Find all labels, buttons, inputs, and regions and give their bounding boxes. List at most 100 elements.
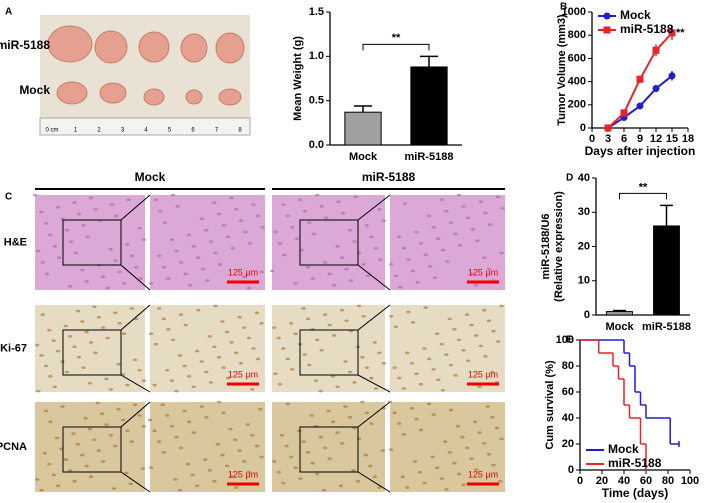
tumor bbox=[143, 88, 165, 106]
cell-nucleus bbox=[212, 345, 217, 349]
cell-nucleus bbox=[194, 484, 200, 488]
cell-nucleus bbox=[208, 381, 214, 384]
cell-nucleus bbox=[335, 431, 340, 434]
y-tick-label: 40 bbox=[578, 172, 590, 184]
cell-nucleus bbox=[129, 440, 134, 443]
cell-nucleus bbox=[216, 355, 222, 359]
cell-nucleus bbox=[466, 216, 471, 220]
cell-nucleus bbox=[307, 363, 312, 367]
cell-nucleus bbox=[313, 379, 319, 382]
cell-nucleus bbox=[152, 383, 157, 387]
cell-nucleus bbox=[238, 361, 244, 365]
cell-nucleus bbox=[353, 195, 358, 199]
cell-nucleus bbox=[80, 453, 85, 457]
cell-nucleus bbox=[157, 307, 162, 310]
x-tick-label: 6 bbox=[621, 133, 627, 145]
cell-nucleus bbox=[363, 453, 368, 457]
cell-nucleus bbox=[456, 193, 462, 197]
scale-bar-label: 125 μm bbox=[468, 267, 498, 277]
cell-nucleus bbox=[405, 486, 410, 489]
y-tick-label: 30 bbox=[578, 206, 590, 218]
cell-nucleus bbox=[293, 466, 298, 470]
marker bbox=[652, 46, 660, 54]
tumor bbox=[56, 81, 88, 105]
cell-nucleus bbox=[52, 385, 57, 389]
cell-nucleus bbox=[174, 249, 179, 253]
cell-nucleus bbox=[319, 205, 324, 208]
cell-nucleus bbox=[499, 304, 504, 308]
cell-nucleus bbox=[398, 285, 403, 289]
cell-nucleus bbox=[351, 469, 356, 472]
cell-nucleus bbox=[108, 434, 114, 437]
cell-nucleus bbox=[440, 248, 446, 252]
cell-nucleus bbox=[360, 400, 365, 404]
cell-nucleus bbox=[491, 463, 496, 467]
y-tick-label: 0 bbox=[584, 309, 590, 321]
cell-nucleus bbox=[377, 207, 382, 211]
cell-nucleus bbox=[174, 389, 179, 393]
cell-nucleus bbox=[344, 267, 349, 271]
cell-nucleus bbox=[200, 267, 206, 271]
cell-nucleus bbox=[347, 228, 353, 232]
cell-nucleus bbox=[472, 420, 478, 424]
cell-nucleus bbox=[430, 455, 435, 459]
cell-nucleus bbox=[216, 212, 222, 216]
cell-nucleus bbox=[457, 244, 463, 247]
cell-nucleus bbox=[319, 348, 324, 352]
cell-nucleus bbox=[48, 420, 53, 424]
significance-label: ** bbox=[639, 181, 648, 193]
cell-nucleus bbox=[360, 355, 365, 359]
cell-nucleus bbox=[88, 475, 94, 479]
y-axis-label: miR-5188/U6 bbox=[540, 213, 552, 279]
cell-nucleus bbox=[129, 254, 134, 258]
cell-nucleus bbox=[254, 444, 260, 448]
cell-nucleus bbox=[113, 444, 118, 448]
cell-nucleus bbox=[474, 334, 479, 337]
cell-nucleus bbox=[124, 471, 129, 475]
cell-nucleus bbox=[116, 362, 121, 366]
y-tick-label: 200 bbox=[568, 99, 586, 111]
cell-nucleus bbox=[80, 320, 85, 323]
cell-nucleus bbox=[258, 407, 263, 411]
cell-nucleus bbox=[281, 347, 286, 350]
cell-nucleus bbox=[207, 469, 212, 472]
y-tick-label: 800 bbox=[568, 29, 586, 41]
cell-nucleus bbox=[199, 405, 204, 408]
cell-nucleus bbox=[259, 270, 264, 274]
cell-nucleus bbox=[347, 416, 353, 419]
cell-nucleus bbox=[298, 198, 303, 202]
cell-nucleus bbox=[426, 357, 432, 361]
scale-bar-label: 125 μm bbox=[468, 369, 498, 379]
cell-nucleus bbox=[260, 226, 265, 229]
cell-nucleus bbox=[431, 413, 436, 416]
cell-nucleus bbox=[250, 388, 255, 391]
cell-nucleus bbox=[352, 381, 357, 384]
cell-nucleus bbox=[114, 214, 119, 218]
cell-nucleus bbox=[477, 431, 482, 434]
cell-nucleus bbox=[191, 245, 196, 248]
tumor bbox=[138, 31, 170, 63]
cell-nucleus bbox=[339, 308, 345, 312]
cell-nucleus bbox=[84, 330, 89, 334]
cell-nucleus bbox=[238, 219, 244, 222]
cell-nucleus bbox=[161, 265, 166, 269]
cell-nucleus bbox=[469, 457, 474, 461]
cell-nucleus bbox=[414, 372, 419, 376]
cell-nucleus bbox=[230, 246, 235, 250]
cell-nucleus bbox=[464, 313, 470, 316]
cell-nucleus bbox=[132, 403, 138, 407]
cell-nucleus bbox=[372, 341, 378, 344]
histology-row-label: H&E bbox=[4, 236, 27, 248]
cell-nucleus bbox=[126, 198, 131, 202]
bar bbox=[653, 225, 680, 316]
cell-nucleus bbox=[234, 207, 239, 211]
cell-nucleus bbox=[478, 200, 484, 203]
cell-nucleus bbox=[101, 326, 106, 329]
cell-nucleus bbox=[228, 427, 233, 431]
cell-nucleus bbox=[80, 268, 85, 272]
cell-nucleus bbox=[397, 422, 402, 425]
cell-nucleus bbox=[109, 203, 115, 206]
photo-row-label: miR-5188 bbox=[0, 38, 50, 52]
cell-nucleus bbox=[369, 422, 374, 425]
cell-nucleus bbox=[251, 347, 256, 350]
